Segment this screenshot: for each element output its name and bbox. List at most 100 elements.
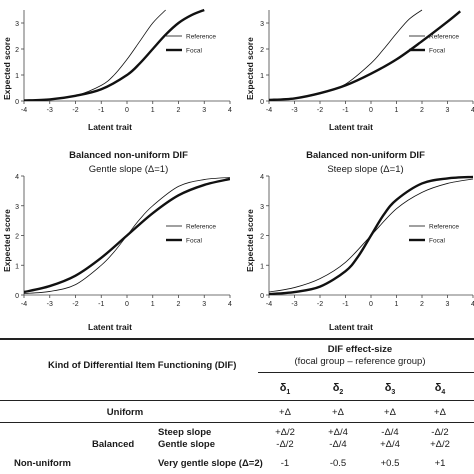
x-tick-label: 0 bbox=[369, 301, 373, 308]
balanced-label: Balanced bbox=[92, 439, 135, 450]
legend-label: Reference bbox=[186, 224, 216, 231]
x-axis-label: Latent trait bbox=[329, 322, 373, 332]
x-tick-label: 4 bbox=[228, 107, 232, 114]
table-cell: -0.5 bbox=[329, 458, 347, 469]
row-very-gentle-label: Very gentle slope (Δ=2) bbox=[158, 458, 263, 469]
effect-subheader: (focal group – reference group) bbox=[294, 356, 426, 367]
x-tick-label: 3 bbox=[446, 301, 450, 308]
chart-uniform-gentle: Expected score Latent trait 0 1 2 3 -4 -3 -2 -1… bbox=[237, 0, 474, 150]
x-axis-label: Latent trait bbox=[88, 122, 132, 132]
x-tick-label: 1 bbox=[395, 301, 399, 308]
table-cell: +Δ bbox=[332, 407, 344, 418]
kind-header: Kind of Differential Item Functioning (D… bbox=[48, 360, 237, 371]
x-tick-label: -1 bbox=[98, 301, 104, 308]
row-steep-label: Steep slope bbox=[158, 427, 212, 438]
y-tick-label: 4 bbox=[260, 174, 264, 181]
x-tick-label: -4 bbox=[21, 301, 27, 308]
legend-label: Reference bbox=[429, 224, 459, 231]
x-tick-label: 4 bbox=[471, 301, 474, 308]
row-uniform-label: Uniform bbox=[106, 407, 144, 418]
table-cell: -Δ/2 bbox=[276, 439, 294, 450]
x-tick-label: 0 bbox=[125, 301, 129, 308]
chart-plot: 0 1 2 3 4 -4 -3 -2 -1 0 1 2 3 4 Reference Focal bbox=[15, 174, 232, 308]
chart-plot: 0 1 2 3 -4 -3 -2 -1 0 1 2 3 4 Reference Focal bbox=[15, 8, 232, 114]
chart-subtitle: Steep slope (Δ=1) bbox=[327, 164, 404, 175]
x-tick-label: 4 bbox=[228, 301, 232, 308]
table-cell: -Δ/4 bbox=[329, 439, 347, 450]
x-tick-label: 1 bbox=[151, 301, 155, 308]
x-tick-label: 1 bbox=[151, 107, 155, 114]
series-line-focal bbox=[24, 8, 205, 101]
legend-label: Focal bbox=[429, 238, 445, 245]
table-cell: -Δ/2 bbox=[431, 427, 449, 438]
y-tick-label: 2 bbox=[15, 234, 19, 241]
uniform-rule bbox=[0, 422, 474, 423]
delta-3-header: δ3 bbox=[384, 382, 396, 397]
chart-balanced-steep: Balanced non-uniform DIF Steep slope (Δ=… bbox=[237, 148, 474, 334]
x-tick-label: 2 bbox=[420, 301, 424, 308]
y-tick-label: 0 bbox=[260, 99, 264, 106]
series-line-focal bbox=[269, 10, 462, 101]
x-tick-label: -4 bbox=[21, 107, 27, 114]
x-axis-label: Latent trait bbox=[329, 122, 373, 132]
series-line-focal bbox=[269, 175, 473, 295]
y-tick-label: 3 bbox=[260, 21, 264, 28]
delta-4-header: δ4 bbox=[434, 382, 446, 397]
y-tick-label: 2 bbox=[260, 47, 264, 54]
x-tick-label: -3 bbox=[291, 301, 297, 308]
table-top-rule bbox=[0, 338, 474, 340]
table-cell: +1 bbox=[434, 458, 446, 469]
chart-title: Balanced non-uniform DIF bbox=[306, 150, 425, 161]
row-gentle-label: Gentle slope bbox=[158, 439, 216, 450]
x-tick-label: 4 bbox=[471, 107, 474, 114]
x-tick-label: 0 bbox=[369, 107, 373, 114]
y-tick-label: 1 bbox=[260, 263, 264, 270]
legend-label: Focal bbox=[186, 238, 202, 245]
y-tick-label: 3 bbox=[260, 204, 264, 211]
table-cell: -Δ/4 bbox=[381, 427, 399, 438]
table-cell: -1 bbox=[280, 458, 290, 469]
x-tick-label: 2 bbox=[177, 301, 181, 308]
y-tick-label: 2 bbox=[260, 234, 264, 241]
delta-1-header: δ1 bbox=[279, 382, 291, 397]
y-tick-label: 3 bbox=[15, 204, 19, 211]
table-cell: +0.5 bbox=[380, 458, 400, 469]
x-tick-label: -3 bbox=[291, 107, 297, 114]
y-tick-label: 4 bbox=[15, 174, 19, 181]
table-cell: +Δ bbox=[279, 407, 291, 418]
legend-label: Reference bbox=[429, 34, 459, 41]
table-cell: +Δ bbox=[384, 407, 396, 418]
x-tick-label: 1 bbox=[395, 107, 399, 114]
y-tick-label: 1 bbox=[15, 263, 19, 270]
legend-label: Focal bbox=[186, 48, 202, 55]
chart-uniform-steep: Expected score Latent trait 0 1 2 3 -4 -3 -2 -1… bbox=[0, 0, 237, 150]
x-tick-label: -1 bbox=[342, 301, 348, 308]
x-tick-label: 3 bbox=[202, 301, 206, 308]
table-cell: +Δ/4 bbox=[380, 439, 400, 450]
chart-plot: 0 1 2 3 -4 -3 -2 -1 0 1 2 3 4 Reference Focal bbox=[260, 9, 474, 114]
x-tick-label: 0 bbox=[125, 107, 129, 114]
legend-label: Reference bbox=[186, 34, 216, 41]
x-tick-label: 3 bbox=[202, 107, 206, 114]
x-tick-label: -2 bbox=[317, 107, 323, 114]
table-cell: +Δ/4 bbox=[328, 427, 348, 438]
table-cell: +Δ bbox=[434, 407, 446, 418]
x-tick-label: -4 bbox=[266, 301, 272, 308]
chart-title: Balanced non-uniform DIF bbox=[69, 150, 188, 161]
x-tick-label: -4 bbox=[266, 107, 272, 114]
delta-2-header: δ2 bbox=[332, 382, 344, 397]
non-uniform-label: Non-uniform bbox=[14, 458, 71, 469]
chart-balanced-gentle: Balanced non-uniform DIF Gentle slope (Δ… bbox=[0, 148, 237, 334]
legend-label: Focal bbox=[429, 48, 445, 55]
table-cell: +Δ/2 bbox=[275, 427, 295, 438]
header-rule bbox=[0, 400, 474, 401]
x-tick-label: -1 bbox=[342, 107, 348, 114]
x-tick-label: -2 bbox=[72, 107, 78, 114]
table-cell: +Δ/2 bbox=[430, 439, 450, 450]
x-tick-label: 2 bbox=[420, 107, 424, 114]
y-tick-label: 0 bbox=[15, 99, 19, 106]
x-tick-label: -1 bbox=[98, 107, 104, 114]
y-tick-label: 0 bbox=[15, 293, 19, 300]
x-tick-label: -2 bbox=[72, 301, 78, 308]
y-tick-label: 3 bbox=[15, 21, 19, 28]
